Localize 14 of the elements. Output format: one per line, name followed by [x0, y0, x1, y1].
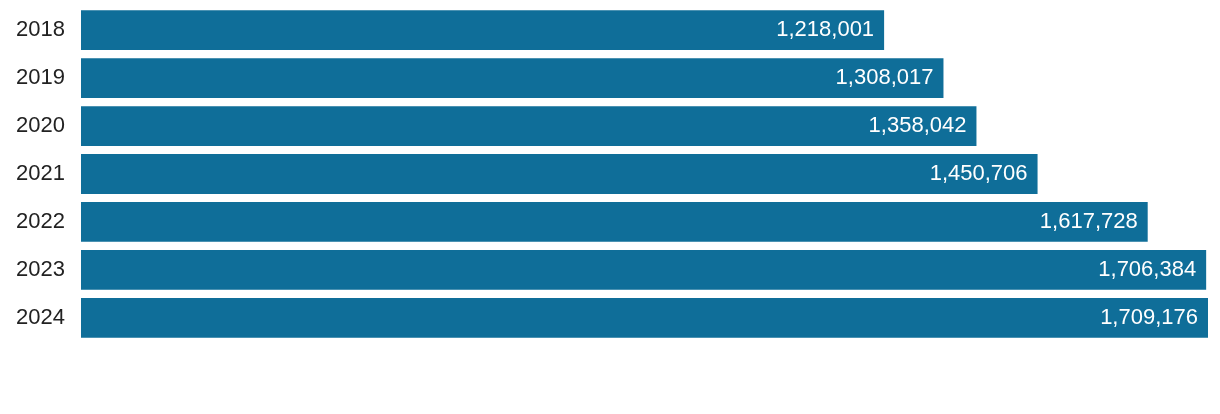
y-tick-label: 2019 [15, 64, 65, 90]
data-label: 1,450,706 [929, 160, 1028, 186]
y-tick-label: 2018 [15, 16, 65, 42]
y-tick-label: 2022 [15, 208, 65, 234]
y-tick-label: 2024 [15, 303, 65, 329]
data-label: 1,706,384 [1098, 255, 1197, 281]
data-label: 1,709,176 [1100, 303, 1198, 329]
y-tick-label: 2020 [15, 112, 65, 138]
y-tick-label: 2023 [15, 255, 65, 281]
data-label: 1,617,728 [1039, 208, 1138, 234]
data-label: 1,358,042 [868, 112, 967, 138]
data-label: 1,308,017 [835, 64, 934, 90]
y-tick-label: 2021 [15, 160, 65, 186]
data-label: 1,218,001 [776, 16, 875, 42]
